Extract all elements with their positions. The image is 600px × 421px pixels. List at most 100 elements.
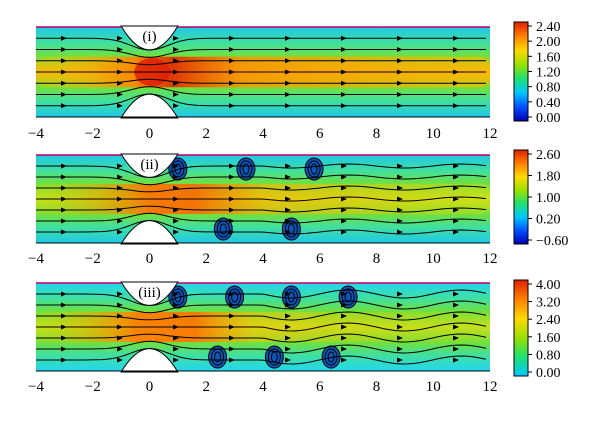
streamline-arrow bbox=[453, 324, 459, 330]
x-tick-label: 2 bbox=[203, 251, 211, 267]
streamline-arrow bbox=[117, 218, 123, 224]
streamline-arrow bbox=[285, 218, 291, 224]
streamline-arrow bbox=[61, 346, 67, 352]
streamline-arrow bbox=[341, 58, 347, 64]
streamline-arrow bbox=[397, 313, 403, 319]
streamline-arrow bbox=[397, 69, 403, 75]
streamline-arrow bbox=[397, 80, 403, 86]
streamline-arrow bbox=[173, 357, 179, 363]
streamline-arrow bbox=[117, 346, 123, 352]
x-tick-label: 6 bbox=[316, 126, 324, 142]
colorbar-tick-label: 0.80 bbox=[536, 348, 561, 363]
x-tick-label: 2 bbox=[203, 379, 211, 395]
streamline-arrow bbox=[117, 58, 123, 64]
streamline-arrow bbox=[453, 335, 459, 341]
vortex-streamline bbox=[338, 285, 358, 309]
lower-stenosis bbox=[120, 93, 179, 119]
streamline-arrow bbox=[341, 185, 347, 191]
x-tick-label: −4 bbox=[28, 251, 44, 267]
x-tick-label: −2 bbox=[85, 251, 101, 267]
vortex-streamline bbox=[225, 285, 245, 309]
streamline-arrow bbox=[341, 291, 347, 297]
streamline-arrow bbox=[61, 335, 67, 341]
streamline-arrow bbox=[285, 185, 291, 191]
streamline-arrow bbox=[341, 346, 347, 352]
streamline-arrow bbox=[229, 218, 235, 224]
streamline-arrow bbox=[453, 229, 459, 235]
x-tick-label: 6 bbox=[316, 379, 324, 395]
streamline-arrow bbox=[173, 291, 179, 297]
streamline-arrow bbox=[285, 163, 291, 169]
vortex-streamline bbox=[310, 163, 318, 175]
streamline bbox=[36, 333, 487, 343]
streamline-arrow bbox=[453, 196, 459, 202]
vortex-streamline bbox=[307, 160, 321, 178]
streamline-arrow bbox=[229, 174, 235, 180]
streamline-arrow bbox=[341, 302, 347, 308]
streamline-arrow bbox=[341, 196, 347, 202]
streamline-arrow bbox=[341, 103, 347, 109]
streamline bbox=[36, 86, 486, 95]
streamline bbox=[36, 174, 487, 186]
streamline-arrow bbox=[117, 291, 123, 297]
x-tick-label: 12 bbox=[483, 251, 498, 267]
streamline-arrow bbox=[453, 357, 459, 363]
vortex-streamline bbox=[321, 345, 341, 369]
colorbar-tick-label: 1.00 bbox=[536, 191, 561, 206]
vortex-streamline bbox=[284, 288, 298, 306]
vortex-streamline bbox=[213, 217, 233, 241]
streamline-arrow bbox=[173, 218, 179, 224]
streamline-arrow bbox=[229, 313, 235, 319]
streamline-arrow bbox=[117, 92, 123, 97]
streamline-arrow bbox=[341, 229, 347, 235]
streamline-arrow bbox=[117, 174, 123, 180]
streamline-arrow bbox=[173, 58, 179, 64]
streamline-arrow bbox=[229, 163, 235, 169]
colorbar bbox=[513, 21, 529, 122]
vortex-streamline bbox=[341, 288, 355, 306]
x-tick-label: 2 bbox=[203, 126, 211, 142]
x-tick-label: 6 bbox=[316, 251, 324, 267]
streamline-arrow bbox=[173, 313, 179, 319]
colorbar-tick-label: 1.60 bbox=[536, 50, 561, 65]
streamline-arrow bbox=[173, 174, 179, 180]
streamline-arrow bbox=[453, 92, 459, 97]
streamline-arrow bbox=[453, 291, 459, 297]
colorbar bbox=[513, 149, 529, 245]
streamline-arrow bbox=[173, 302, 179, 308]
streamline-arrow bbox=[397, 302, 403, 308]
x-tick-label: −4 bbox=[28, 379, 44, 395]
streamline-arrow bbox=[61, 58, 67, 64]
streamline-arrow bbox=[117, 196, 123, 202]
streamline-arrow bbox=[229, 69, 235, 75]
panel-label: (ii) bbox=[140, 157, 158, 173]
streamline-arrow bbox=[229, 357, 235, 363]
streamline-arrow bbox=[61, 324, 67, 330]
vortex-streamline bbox=[242, 163, 250, 175]
streamline-arrow bbox=[61, 185, 67, 191]
streamline-arrow bbox=[453, 185, 459, 191]
streamline-arrow bbox=[117, 357, 123, 363]
streamline-arrow bbox=[173, 92, 179, 97]
x-tick-label: 0 bbox=[146, 126, 154, 142]
streamline-arrow bbox=[117, 185, 123, 191]
streamline-arrow bbox=[397, 229, 403, 235]
streamline-arrow bbox=[285, 92, 291, 97]
streamline-arrow bbox=[173, 47, 179, 52]
streamline bbox=[36, 311, 487, 321]
streamline-arrow bbox=[397, 335, 403, 341]
panel-label: (iii) bbox=[138, 285, 161, 301]
streamline-arrow bbox=[285, 174, 291, 180]
streamline-arrow bbox=[229, 291, 235, 297]
streamline-arrow bbox=[397, 174, 403, 180]
streamline-arrow bbox=[61, 47, 67, 52]
streamline-arrow bbox=[173, 185, 179, 191]
streamline-arrow bbox=[285, 229, 291, 235]
vortex-streamline bbox=[214, 351, 222, 363]
colorbar-tick-label: 4.00 bbox=[536, 278, 561, 293]
streamline-arrow bbox=[397, 324, 403, 330]
streamline-arrow bbox=[229, 196, 235, 202]
streamline-arrow bbox=[229, 80, 235, 86]
streamline-arrow bbox=[229, 346, 235, 352]
